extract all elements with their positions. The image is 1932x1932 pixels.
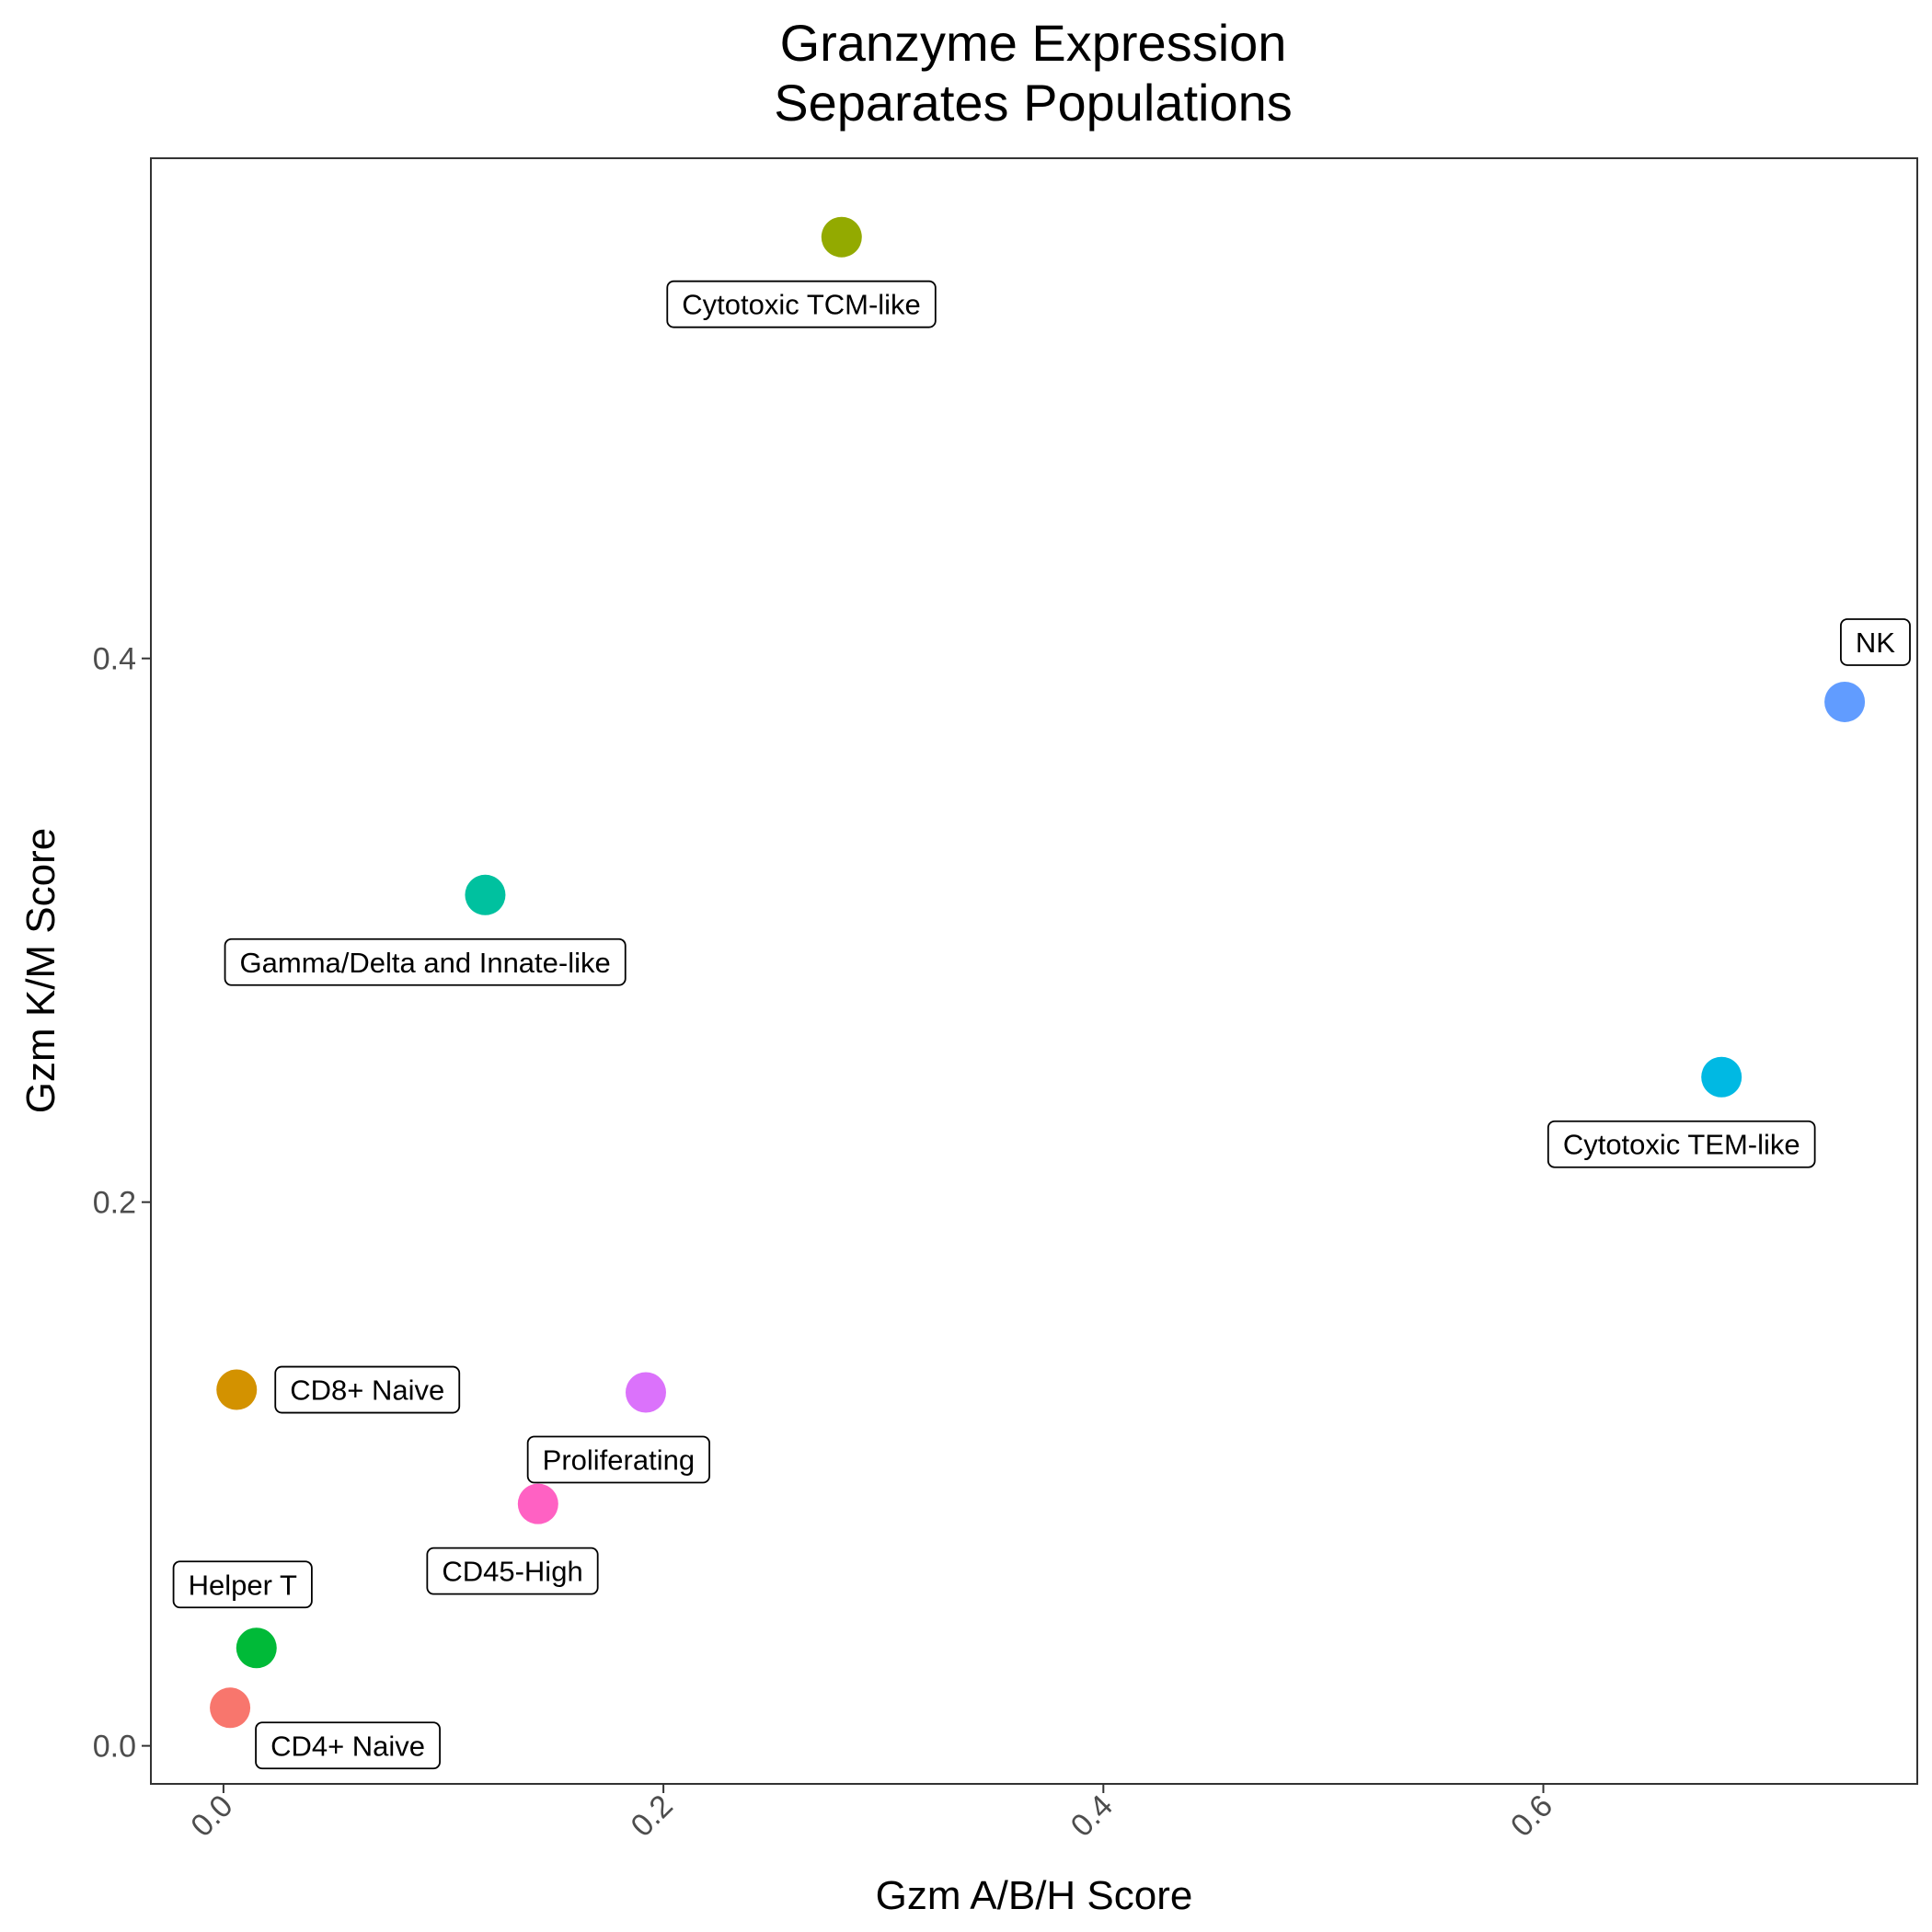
point-label-box xyxy=(666,280,937,328)
data-points xyxy=(210,216,1866,1729)
y-axis: 0.0 0.2 0.4 xyxy=(93,642,151,1765)
point-label-text: CD45-High xyxy=(442,1556,582,1588)
point-label-box xyxy=(274,1365,461,1414)
point-label-box xyxy=(172,1560,313,1609)
point-label: Proliferating xyxy=(526,1435,710,1484)
x-axis: 0.0 0.2 0.4 0.6 xyxy=(184,1784,1559,1844)
point-label-box xyxy=(426,1547,599,1595)
point-label-box xyxy=(255,1721,441,1770)
point-label-text: CD4+ Naive xyxy=(270,1730,425,1762)
chart-title-line-1: Granzyme Expression xyxy=(780,14,1287,72)
data-point xyxy=(517,1483,558,1524)
chart-title-line-2: Separates Populations xyxy=(774,74,1293,132)
point-label: CD4+ Naive xyxy=(255,1721,441,1770)
point-label: Cytotoxic TCM-like xyxy=(666,280,937,328)
x-tick-label: 0.4 xyxy=(1064,1788,1120,1844)
point-label-box xyxy=(1547,1120,1816,1168)
point-label-text: Gamma/Delta and Innate-like xyxy=(240,947,611,979)
point-label-box xyxy=(224,937,627,986)
data-point xyxy=(465,874,506,915)
y-tick-label: 0.0 xyxy=(93,1730,136,1765)
data-point xyxy=(821,216,862,258)
data-point xyxy=(1701,1056,1742,1098)
point-label-text: CD8+ Naive xyxy=(290,1374,444,1407)
point-label: CD45-High xyxy=(426,1547,599,1595)
point-label-text: Cytotoxic TCM-like xyxy=(682,289,921,321)
data-point xyxy=(216,1369,258,1410)
y-tick-label: 0.2 xyxy=(93,1186,136,1221)
point-label: Gamma/Delta and Innate-like xyxy=(224,937,627,986)
point-label-text: Proliferating xyxy=(543,1444,695,1477)
point-label: CD8+ Naive xyxy=(274,1365,461,1414)
point-label-text: NK xyxy=(1856,627,1895,659)
point-label-text: Helper T xyxy=(189,1569,297,1601)
data-point xyxy=(1824,681,1866,722)
x-tick-label: 0.0 xyxy=(184,1788,239,1844)
point-label: NK xyxy=(1840,618,1911,666)
point-label-box xyxy=(526,1435,710,1484)
point-labels: CD4+ Naive Helper T CD8+ Naive CD45-High Pro… xyxy=(172,280,1911,1770)
y-axis-label: Gzm K/M Score xyxy=(18,828,63,1114)
y-tick-label: 0.4 xyxy=(93,642,136,677)
x-axis-label: Gzm A/B/H Score xyxy=(876,1873,1193,1918)
x-tick-label: 0.2 xyxy=(624,1788,679,1844)
data-point xyxy=(210,1687,251,1729)
point-label-text: Cytotoxic TEM-like xyxy=(1563,1129,1800,1161)
point-label: Helper T xyxy=(172,1560,313,1609)
x-tick-label: 0.6 xyxy=(1504,1788,1559,1844)
point-label-box xyxy=(1840,618,1911,666)
data-point xyxy=(236,1627,277,1669)
point-label: Cytotoxic TEM-like xyxy=(1547,1120,1816,1168)
data-point xyxy=(625,1372,666,1413)
